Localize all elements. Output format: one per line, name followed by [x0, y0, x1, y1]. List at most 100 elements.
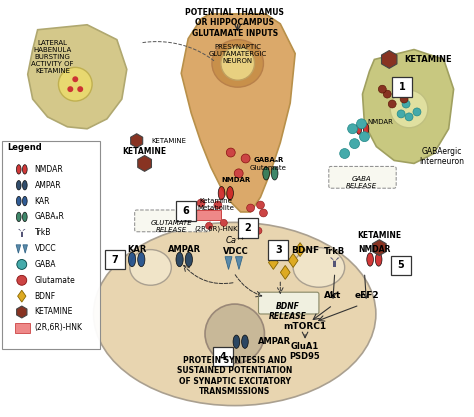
Polygon shape [363, 50, 454, 163]
Circle shape [234, 169, 243, 178]
Ellipse shape [22, 181, 27, 190]
Polygon shape [288, 254, 298, 267]
Polygon shape [225, 257, 232, 269]
Circle shape [378, 85, 386, 93]
Text: POTENTIAL THALAMUS
OR HIPPOCAMPUS
GLUTAMATE INPUTS: POTENTIAL THALAMUS OR HIPPOCAMPUS GLUTAM… [185, 8, 284, 38]
Circle shape [220, 219, 228, 226]
FancyBboxPatch shape [392, 77, 412, 97]
Text: GluA1
PSD95: GluA1 PSD95 [290, 342, 320, 361]
Polygon shape [22, 229, 26, 232]
Circle shape [405, 113, 413, 121]
Text: (2R,6R)-HNK: (2R,6R)-HNK [194, 226, 238, 232]
Text: Glutamate: Glutamate [250, 166, 286, 171]
Circle shape [393, 83, 401, 91]
Bar [191, 210, 221, 220]
Text: mTORC1: mTORC1 [283, 322, 327, 332]
Text: KETAMINE: KETAMINE [35, 307, 73, 317]
Text: VDCC: VDCC [223, 246, 248, 256]
Text: GABAₐR: GABAₐR [35, 212, 64, 221]
Circle shape [259, 209, 267, 217]
Ellipse shape [138, 252, 145, 267]
Ellipse shape [176, 252, 183, 267]
Circle shape [350, 139, 359, 148]
Circle shape [67, 86, 73, 92]
Ellipse shape [367, 253, 374, 266]
Ellipse shape [22, 212, 27, 221]
FancyBboxPatch shape [237, 218, 257, 238]
Text: GABAergic
Interneuron: GABAergic Interneuron [419, 147, 464, 166]
Polygon shape [278, 246, 288, 259]
Ellipse shape [271, 167, 278, 180]
Text: eEF2: eEF2 [354, 291, 379, 300]
Ellipse shape [263, 167, 269, 180]
Polygon shape [335, 258, 340, 261]
Ellipse shape [17, 165, 21, 174]
Ellipse shape [185, 252, 192, 267]
Polygon shape [28, 25, 127, 129]
Text: TrkB: TrkB [35, 228, 51, 237]
Ellipse shape [130, 250, 171, 285]
Text: AMPAR: AMPAR [168, 245, 201, 254]
Text: Ketamine
Metabolite: Ketamine Metabolite [198, 198, 234, 211]
Text: GABA
RELEASE: GABA RELEASE [346, 176, 377, 189]
FancyBboxPatch shape [329, 166, 396, 188]
Text: 2: 2 [244, 223, 251, 233]
Circle shape [77, 86, 83, 92]
Circle shape [226, 148, 235, 157]
FancyBboxPatch shape [135, 210, 210, 232]
Text: GLUTAMATE
RELEASE: GLUTAMATE RELEASE [151, 220, 192, 233]
FancyBboxPatch shape [176, 201, 196, 221]
Text: 1: 1 [399, 82, 405, 92]
Polygon shape [382, 50, 397, 68]
Circle shape [17, 259, 27, 269]
Circle shape [214, 201, 222, 209]
Polygon shape [330, 258, 335, 261]
Circle shape [241, 154, 250, 163]
Polygon shape [131, 134, 143, 148]
Text: LATERAL
HABENULA
BURSTING
ACTIVITY OF
KETAMINE: LATERAL HABENULA BURSTING ACTIVITY OF KE… [31, 40, 74, 74]
Circle shape [17, 275, 27, 285]
Circle shape [356, 119, 366, 129]
Text: PROTEIN SYNTESIS AND
SUSTAINED POTENTIATION
OF SYNAPTIC EXCITATORY
TRANSMISSIONS: PROTEIN SYNTESIS AND SUSTAINED POTENTIAT… [177, 356, 292, 396]
Circle shape [207, 209, 215, 217]
Circle shape [413, 108, 421, 116]
Ellipse shape [363, 123, 369, 134]
Text: 3: 3 [275, 245, 282, 255]
Ellipse shape [128, 252, 136, 267]
Ellipse shape [212, 40, 264, 87]
Ellipse shape [22, 196, 27, 206]
Text: KETAMINE: KETAMINE [404, 55, 452, 64]
Text: KETAMINE: KETAMINE [123, 147, 167, 156]
Polygon shape [17, 306, 27, 318]
Text: NMDAR: NMDAR [221, 177, 250, 183]
Circle shape [249, 222, 256, 229]
FancyBboxPatch shape [2, 141, 100, 349]
FancyBboxPatch shape [213, 347, 233, 367]
Circle shape [390, 90, 428, 128]
Circle shape [402, 100, 410, 108]
Text: KAR: KAR [35, 196, 50, 206]
Polygon shape [268, 256, 278, 269]
Ellipse shape [22, 165, 27, 174]
Text: KETAMINE: KETAMINE [152, 138, 187, 144]
Circle shape [400, 95, 408, 103]
Text: BDNF: BDNF [35, 291, 56, 301]
Polygon shape [18, 229, 22, 232]
FancyBboxPatch shape [258, 292, 319, 314]
Circle shape [388, 100, 396, 108]
Ellipse shape [242, 335, 248, 348]
Text: NMDAR: NMDAR [358, 245, 391, 254]
FancyBboxPatch shape [105, 250, 125, 269]
Ellipse shape [93, 222, 376, 406]
Circle shape [197, 199, 205, 207]
Circle shape [206, 222, 212, 229]
Text: Ca⁺⁺: Ca⁺⁺ [226, 236, 246, 245]
Text: GABA: GABA [35, 260, 56, 269]
Text: PRESYNAPTIC
GLUTAMATERGIC
NEURON: PRESYNAPTIC GLUTAMATERGIC NEURON [209, 45, 267, 65]
Text: 4: 4 [219, 352, 226, 362]
Text: BDNF: BDNF [291, 246, 319, 255]
Polygon shape [18, 290, 26, 302]
Polygon shape [281, 266, 290, 279]
Text: VDCC: VDCC [35, 244, 56, 253]
Text: 6: 6 [183, 206, 190, 216]
